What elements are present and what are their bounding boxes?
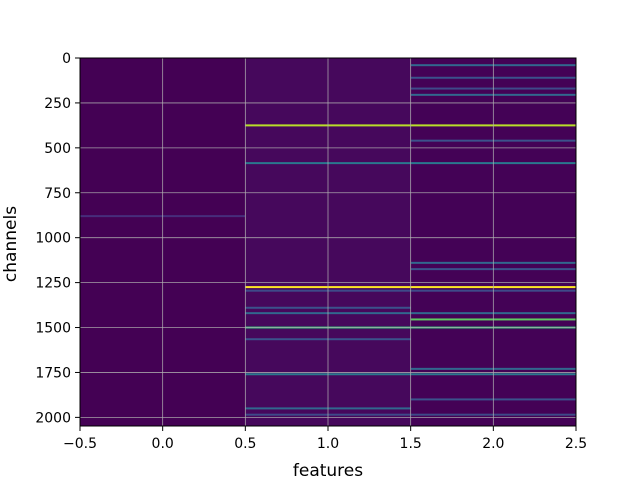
x-axis-ticks: −0.5 0.0 0.5 1.0 1.5 2.0 2.5 [63, 426, 587, 452]
x-tick-label-4: 1.5 [400, 436, 422, 452]
x-axis-label: features [293, 461, 363, 480]
x-tick-label-0: −0.5 [63, 436, 97, 452]
y-tick-label-1: 250 [44, 96, 71, 112]
x-tick-label-3: 1.0 [317, 436, 339, 452]
y-tick-label-2: 500 [44, 141, 71, 157]
y-tick-label-6: 1500 [35, 321, 71, 337]
y-tick-label-7: 1750 [35, 365, 71, 381]
x-tick-label-5: 2.0 [482, 436, 504, 452]
y-tick-label-3: 750 [44, 186, 71, 202]
y-tick-label-0: 0 [62, 51, 71, 67]
x-tick-label-6: 2.5 [565, 436, 587, 452]
y-axis-label: channels [1, 206, 21, 282]
x-tick-label-2: 0.5 [234, 436, 256, 452]
y-tick-label-5: 1250 [35, 276, 71, 292]
y-tick-label-8: 2000 [35, 410, 71, 426]
y-axis-ticks: 0 250 500 750 1000 1250 1500 1750 2000 [35, 51, 80, 426]
x-tick-label-1: 0.0 [152, 436, 174, 452]
y-tick-label-4: 1000 [35, 231, 71, 247]
